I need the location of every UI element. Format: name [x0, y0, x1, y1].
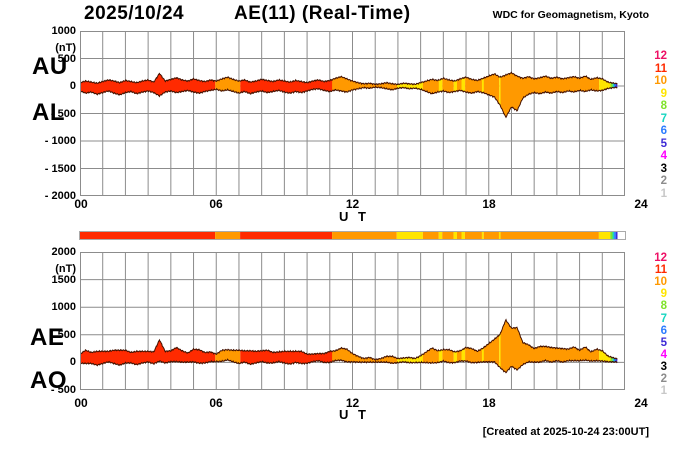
x-tick-label-top: 06 [209, 197, 223, 211]
activity-level-label-bottom: 8 [660, 300, 667, 313]
y-tick-label-top: 500 [57, 52, 76, 65]
x-tick-label-bottom: 18 [482, 396, 496, 410]
plot-date: 2025/10/24 [84, 3, 185, 24]
activity-level-label-bottom: 2 [660, 373, 667, 385]
series-label-ae: AE [30, 324, 65, 351]
activity-level-label-top: 9 [660, 87, 667, 100]
activity-level-label-top: 2 [660, 175, 667, 187]
activity-level-label-top: 10 [654, 75, 667, 87]
activity-level-label-bottom: 5 [660, 336, 667, 349]
y-tick-label-bottom: 2000 [51, 246, 76, 258]
activity-level-label-bottom: 1 [660, 385, 667, 398]
activity-level-label-top: 5 [660, 137, 667, 150]
y-tick-label-bottom: 1000 [51, 301, 76, 313]
activity-level-label-top: 8 [660, 100, 667, 112]
activity-colorbar [79, 231, 626, 240]
activity-level-label-bottom: 6 [660, 324, 667, 337]
y-tick-label-bottom: 1500 [51, 273, 76, 286]
activity-level-label-top: 12 [654, 50, 667, 62]
plot-title: AE(11) (Real-Time) [234, 3, 411, 24]
activity-level-label-top: 7 [660, 112, 667, 125]
activity-level-label-bottom: 3 [660, 360, 667, 373]
y-tick-label-top: - 2000 [44, 190, 76, 202]
activity-level-label-top: 4 [660, 150, 667, 162]
y-tick-label-bottom: 0 [69, 356, 76, 368]
y-tick-label-top: - 1000 [44, 135, 76, 147]
created-timestamp: [Created at 2025-10-24 23:00UT] [482, 426, 649, 438]
series-label-ao: AO [30, 367, 67, 394]
x-tick-label-top: 12 [345, 197, 360, 211]
x-tick-label-bottom: 24 [634, 396, 648, 410]
x-tick-label-top: 18 [482, 197, 496, 211]
unit-label-top: (nT) [55, 42, 76, 54]
activity-level-label-bottom: 7 [660, 312, 667, 325]
y-tick-label-top: 1000 [51, 25, 76, 37]
activity-level-label-bottom: 9 [660, 288, 667, 301]
ae-ao-chart [80, 252, 625, 390]
y-tick-label-top: - 500 [50, 107, 76, 120]
au-al-chart [80, 31, 625, 196]
activity-level-label-bottom: 10 [654, 276, 667, 289]
activity-level-label-bottom: 12 [654, 252, 667, 264]
activity-level-label-top: 11 [654, 62, 667, 75]
series-label-al: AL [32, 99, 65, 126]
y-tick-label-top: 0 [69, 80, 76, 92]
unit-label-bottom: (nT) [55, 263, 76, 275]
activity-level-label-top: 6 [660, 125, 667, 137]
x-tick-label-bottom: 06 [209, 396, 223, 410]
series-label-au: AU [32, 53, 68, 80]
activity-level-label-top: 3 [660, 162, 667, 175]
observatory-credit: WDC for Geomagnetism, Kyoto [492, 9, 649, 21]
activity-level-label-top: 1 [660, 187, 667, 200]
x-axis-caption-top: U T [339, 209, 369, 224]
y-tick-label-bottom: 500 [57, 328, 76, 341]
x-tick-label-top: 24 [634, 197, 648, 211]
y-tick-label-bottom: - 500 [50, 383, 76, 396]
x-tick-label-top: 00 [74, 197, 88, 211]
y-tick-label-top: - 1500 [44, 162, 76, 175]
x-tick-label-bottom: 00 [74, 396, 88, 410]
activity-level-label-bottom: 11 [654, 264, 667, 277]
activity-level-label-bottom: 4 [660, 348, 667, 361]
x-axis-caption-bottom: U T [339, 407, 369, 422]
x-tick-label-bottom: 12 [345, 396, 360, 410]
